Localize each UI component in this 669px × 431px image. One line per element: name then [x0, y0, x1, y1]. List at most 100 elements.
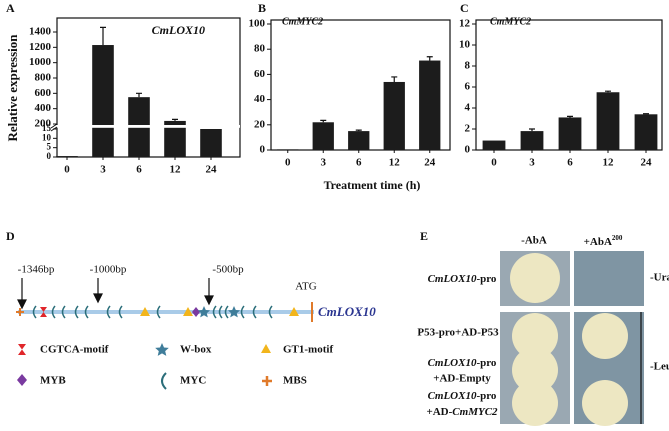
- error-bar: [391, 76, 398, 82]
- y-tick-label: 6: [465, 81, 471, 93]
- colony: [512, 380, 558, 426]
- gene-label: CmLOX10: [318, 304, 376, 319]
- colony: [582, 313, 628, 359]
- row-label: CmLOX10-pro: [428, 390, 497, 402]
- y-tick-label: 8: [465, 60, 471, 72]
- x-tick-label: 6: [567, 157, 573, 169]
- x-tick-label: 12: [603, 157, 615, 169]
- y-tick-label: 400: [35, 102, 52, 114]
- y-tick-label: 80: [254, 43, 266, 55]
- x-tick-label: 0: [491, 157, 497, 169]
- panel-label: A: [6, 1, 15, 15]
- y-tick-label: 1400: [29, 26, 52, 38]
- y-tick-label: 100: [249, 18, 266, 30]
- position-arrows: [17, 278, 214, 310]
- motifs: [16, 305, 299, 319]
- y-tick-label: 5: [47, 142, 52, 152]
- error-bar: [100, 26, 106, 46]
- error-bar: [567, 115, 573, 118]
- column-header: +AbA200: [584, 234, 623, 248]
- chart-title: CmLOX10: [152, 23, 205, 37]
- bar: [596, 92, 620, 150]
- bar: [92, 45, 114, 157]
- panel-label: C: [460, 1, 469, 15]
- axis-break: [51, 125, 240, 128]
- x-tick-label: 12: [170, 164, 182, 176]
- x-tick-label: 24: [641, 157, 653, 169]
- error-bar: [529, 128, 535, 132]
- bar: [200, 129, 222, 157]
- position-label: -1346bp: [18, 264, 55, 276]
- y-tick-label: 1200: [29, 41, 52, 53]
- axis-break-mark: [50, 123, 58, 132]
- motif-legend: [17, 343, 272, 390]
- row-label: P53-pro+AD-P53: [417, 327, 499, 339]
- bar: [558, 117, 582, 150]
- error-bar: [136, 92, 142, 98]
- colony: [510, 253, 560, 303]
- y-tick-label: 12: [459, 18, 471, 30]
- chart-title: CmMYC2: [282, 16, 323, 27]
- column-header: -AbA: [521, 235, 547, 247]
- colony: [512, 347, 558, 393]
- x-tick-label: 6: [136, 164, 142, 176]
- y-tick-label: 2: [465, 123, 471, 135]
- bar: [482, 140, 506, 150]
- bar: [383, 81, 405, 150]
- y-tick-label: 0: [465, 144, 471, 156]
- medium-label: -Ura: [650, 272, 669, 284]
- legend-label: MBS: [283, 375, 307, 387]
- legend-label: W-box: [180, 344, 212, 356]
- error-bar: [605, 90, 611, 93]
- y-tick-label: 10: [459, 39, 471, 51]
- bar: [348, 131, 370, 150]
- x-tick-label: 24: [206, 164, 218, 176]
- bar: [520, 131, 544, 150]
- y-tick-label: 20: [254, 118, 266, 130]
- error-bar: [643, 113, 649, 115]
- y-tick-label: 0: [260, 144, 266, 156]
- y-tick-label: 1000: [29, 56, 52, 68]
- promoter-diagram: -1346bp -1000bp -500bp ATG CmLOX10: [16, 264, 376, 390]
- bar: [634, 114, 658, 150]
- x-axis-label: Treatment time (h): [324, 178, 421, 192]
- x-tick-label: 12: [389, 157, 401, 169]
- y-tick-label: 800: [35, 72, 52, 84]
- bar: [277, 149, 299, 150]
- chart-title: CmMYC2: [490, 16, 531, 27]
- legend-label: MYB: [40, 375, 66, 387]
- row-label: CmLOX10-pro: [428, 357, 497, 369]
- atg-label: ATG: [295, 281, 316, 293]
- x-tick-label: 3: [321, 157, 327, 169]
- legend-label: CGTCA-motif: [40, 344, 109, 356]
- legend-label: GT1-motif: [283, 344, 333, 356]
- error-bar: [355, 129, 362, 132]
- x-tick-label: 24: [424, 157, 436, 169]
- bar: [312, 122, 334, 150]
- y-tick-label: 600: [35, 87, 52, 99]
- row-label: +AD-Empty: [433, 373, 491, 385]
- y-tick-label: 15: [42, 123, 52, 133]
- panel-label: D: [6, 229, 15, 243]
- row-label: +AD-CmMYC2: [426, 406, 498, 418]
- panel-label: B: [258, 1, 266, 15]
- yeast-assay: -AbA +AbA200 -Ura -Leu CmLOX10-pro P53-p…: [417, 234, 669, 426]
- error-bar: [426, 56, 433, 61]
- panel-label: E: [420, 229, 428, 243]
- bar: [56, 156, 78, 157]
- x-tick-label: 3: [529, 157, 535, 169]
- error-bar: [172, 118, 178, 121]
- colony: [512, 313, 558, 359]
- legend-label: MYC: [180, 375, 206, 387]
- bar: [164, 120, 186, 157]
- plate: [574, 251, 644, 306]
- y-tick-label: 60: [254, 68, 266, 80]
- y-tick-label: 40: [254, 93, 266, 105]
- x-tick-label: 3: [100, 164, 106, 176]
- y-tick-label: 200: [35, 118, 52, 130]
- colony: [582, 380, 628, 426]
- y-axis-label: Relative expression: [5, 34, 20, 142]
- row-label: CmLOX10-pro: [428, 273, 497, 285]
